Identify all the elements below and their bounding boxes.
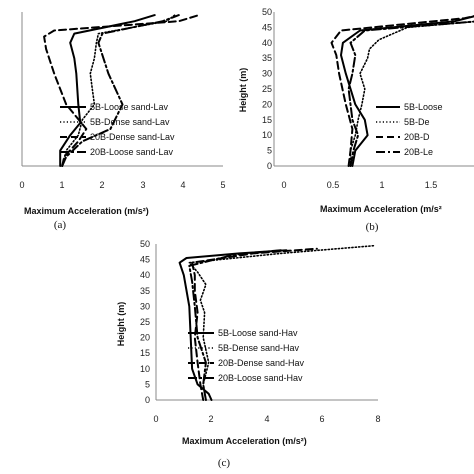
series-line-1	[340, 15, 474, 167]
series-line-3	[43, 14, 200, 167]
y-tick-label: 35	[262, 53, 272, 63]
y-tick-label: 10	[140, 364, 150, 374]
series-line-3	[330, 15, 474, 167]
x-tick-label: 4	[264, 414, 269, 424]
chart-panel-b: 0 0.5 1 1.5 0 5 10 15 20 25 30 35 40 45 50 Height (m) Ma…	[238, 7, 474, 233]
y-tick-label: 40	[140, 270, 150, 280]
y-tick-label: 45	[140, 255, 150, 265]
y-axis-title: Height (m)	[238, 68, 248, 113]
legend-entry-label: 20B-D	[404, 132, 430, 142]
x-tick-label: 0	[153, 414, 158, 424]
chart-panel-c: 0 2 4 6 8 0 5 10 15 20 25 30 35 40 45 50 Height (m) Maxim…	[116, 239, 381, 469]
y-tick-label: 30	[140, 301, 150, 311]
y-tick-label: 0	[267, 161, 272, 171]
y-tick-label: 20	[262, 99, 272, 109]
y-tick-label: 5	[145, 379, 150, 389]
chart-panel-a: 0 1 2 3 4 5 Maximum Acceleration (m/s²) (a) 5B-L…	[19, 12, 226, 231]
x-tick-label: 2	[99, 180, 104, 190]
panel-label: (a)	[54, 219, 67, 231]
x-tick-label: 1	[59, 180, 64, 190]
y-tick-label: 25	[262, 84, 272, 94]
x-tick-label: 0.5	[327, 180, 340, 190]
x-tick-label: 2	[208, 414, 213, 424]
series-line-1	[59, 14, 156, 167]
legend-entry-label: 20B-Dense sand-Lav	[90, 132, 175, 142]
x-tick-label: 8	[375, 414, 380, 424]
legend-entry-label: 5B-Dense sand-Lav	[90, 117, 170, 127]
x-tick-label: 1	[379, 180, 384, 190]
y-tick-label: 25	[140, 317, 150, 327]
legend-entry-label: 5B-Loose sand-Hav	[218, 328, 298, 338]
legend-entry-label: 20B-Dense sand-Hav	[218, 358, 305, 368]
x-axis-title: Maximum Acceleration (m/s²)	[24, 206, 149, 216]
legend-entry-label: 5B-Loose	[404, 102, 443, 112]
y-tick-label: 15	[140, 348, 150, 358]
panel-label: (c)	[218, 457, 231, 469]
legend-entry-label: 20B-Loose sand-Hav	[218, 373, 303, 383]
series-line-2	[349, 20, 474, 167]
y-tick-label: 10	[262, 130, 272, 140]
x-tick-label: 0	[281, 180, 286, 190]
series-line-4	[347, 20, 474, 167]
y-tick-label: 40	[262, 38, 272, 48]
series-line-4	[61, 14, 180, 167]
legend-entry-label: 5B-Loose sand-Lav	[90, 102, 169, 112]
x-tick-label: 5	[220, 180, 225, 190]
x-tick-label: 1.5	[425, 180, 438, 190]
x-axis-title: Maximum Acceleration (m/s²	[320, 204, 442, 214]
y-tick-label: 50	[140, 239, 150, 249]
y-tick-label: 50	[262, 7, 272, 17]
x-axis-title: Maximum Acceleration (m/s²)	[182, 436, 307, 446]
y-tick-label: 30	[262, 69, 272, 79]
x-tick-label: 6	[319, 414, 324, 424]
y-tick-label: 20	[140, 333, 150, 343]
x-tick-label: 4	[180, 180, 185, 190]
x-tick-label: 3	[140, 180, 145, 190]
series-line-4	[188, 249, 282, 401]
legend-entry-label: 20B-Le	[404, 147, 433, 157]
y-tick-label: 45	[262, 22, 272, 32]
legend-entry-label: 20B-Loose sand-Lav	[90, 147, 174, 157]
panel-label: (b)	[366, 221, 379, 233]
x-tick-label: 0	[19, 180, 24, 190]
y-axis-title: Height (m)	[116, 302, 126, 347]
legend-entry-label: 5B-De	[404, 117, 430, 127]
y-tick-label: 5	[267, 146, 272, 156]
series-line-2	[188, 244, 377, 401]
y-tick-label: 35	[140, 286, 150, 296]
y-tick-label: 0	[145, 395, 150, 405]
y-tick-label: 15	[262, 115, 272, 125]
legend-entry-label: 5B-Dense sand-Hav	[218, 343, 300, 353]
